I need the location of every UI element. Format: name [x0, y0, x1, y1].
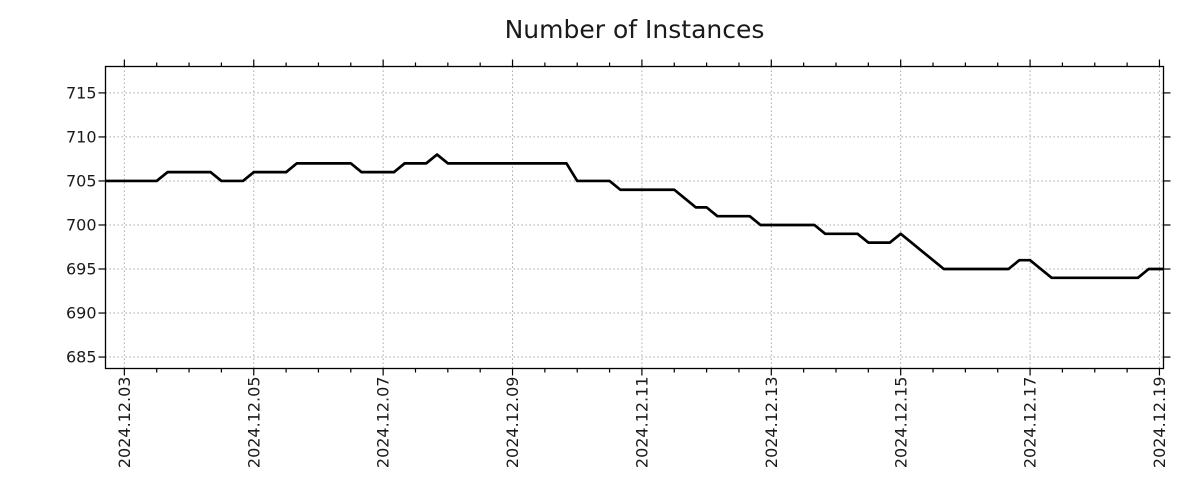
x-tick-label: 2024.12.17	[1021, 377, 1040, 469]
y-tick-labels: 685 690 695 700 705 710 715	[66, 84, 97, 367]
x-tick-label: 2024.12.19	[1150, 377, 1169, 469]
x-tick-label: 2024.12.11	[633, 377, 652, 469]
y-tick-label: 700	[66, 216, 97, 235]
y-tick-label: 695	[66, 260, 97, 279]
y-tick-label: 710	[66, 128, 97, 147]
y-tick-label: 705	[66, 172, 97, 191]
x-tick-label: 2024.12.05	[244, 377, 263, 469]
y-gridlines	[105, 92, 1164, 358]
x-tick-label: 2024.12.03	[115, 377, 134, 469]
x-tick-label: 2024.12.07	[374, 377, 393, 469]
x-axis-ticks	[123, 59, 1161, 376]
y-tick-label: 685	[66, 348, 97, 367]
plot-border	[104, 65, 1165, 370]
x-tick-labels: 2024.12.03 2024.12.05 2024.12.07 2024.12.09…	[115, 377, 1169, 469]
y-tick-label: 690	[66, 304, 97, 323]
x-tick-label: 2024.12.15	[891, 377, 910, 469]
x-tick-label: 2024.12.13	[762, 377, 781, 469]
data-line	[105, 153, 1164, 280]
chart-title: Number of Instances	[505, 15, 765, 44]
x-gridlines	[123, 66, 1160, 369]
y-axis-ticks	[98, 92, 1171, 358]
y-tick-label: 715	[66, 84, 97, 103]
x-tick-label: 2024.12.09	[503, 377, 522, 469]
